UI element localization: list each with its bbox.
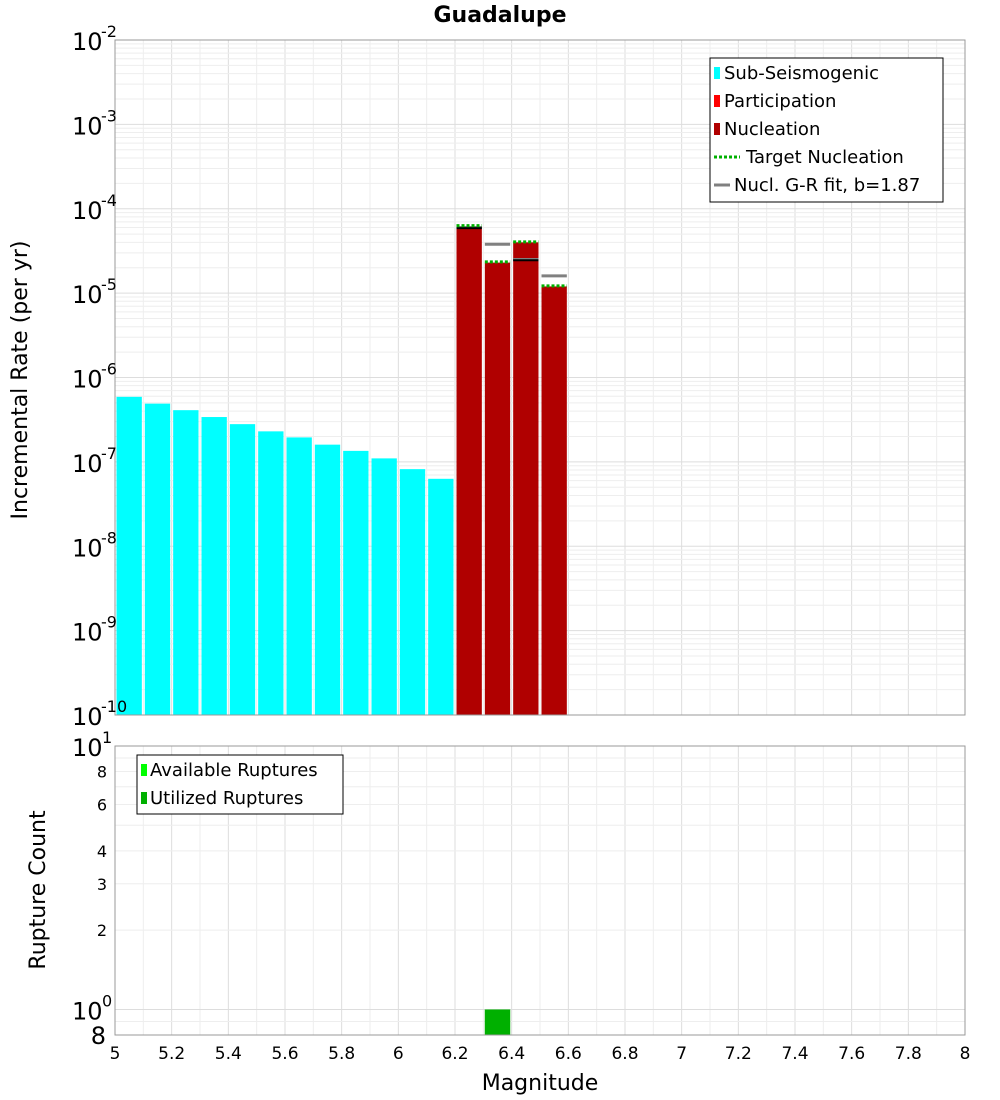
legend-swatch	[714, 67, 720, 79]
sub-seismogenic-bar	[428, 478, 454, 715]
x-tick-labels: 5 5.2 5.4 5.6 5.8 6 6.2 6.4 6.6 6.8 7 7.2 7.4 7.6 7.8 8	[110, 1044, 971, 1064]
y-tick-label: 10	[72, 366, 103, 394]
x-tick-label: 5.4	[215, 1044, 242, 1064]
chart-title: Guadalupe	[433, 3, 566, 28]
x-axis-label: Magnitude	[482, 1071, 599, 1096]
bottom-plot-frame	[114, 745, 966, 1036]
sub-seismogenic-bar	[343, 450, 369, 715]
y-tick-label: 8	[91, 1022, 106, 1050]
y-tick-label: 10	[72, 997, 103, 1025]
legend-swatch	[141, 792, 147, 804]
y-tick-label: 10	[72, 28, 103, 56]
x-tick-label: 7.4	[781, 1044, 808, 1064]
y-tick-label: 10	[72, 281, 103, 309]
x-tick-label: 5	[110, 1044, 121, 1064]
y-tick-label: 10	[72, 703, 103, 731]
nucleation-bar	[541, 286, 567, 715]
y-tick-label: 10	[72, 112, 103, 140]
top-plot-frame	[114, 39, 966, 716]
legend-label: Available Ruptures	[150, 760, 318, 781]
y-tick-label: 6	[97, 795, 107, 814]
y-tick-label: 4	[97, 842, 107, 861]
x-tick-label: 5.6	[271, 1044, 298, 1064]
top-y-axis-label: Incremental Rate (per yr)	[8, 241, 33, 520]
x-tick-label: 6.4	[498, 1044, 525, 1064]
sub-seismogenic-bar	[116, 396, 142, 715]
x-tick-label: 7	[676, 1044, 687, 1064]
top-bars	[116, 224, 567, 716]
nucleation-bar	[484, 262, 511, 715]
bottom-legend: Available Ruptures Utilized Ruptures	[136, 754, 344, 815]
sub-seismogenic-bar	[258, 431, 284, 715]
y-tick-exponent: -8	[101, 528, 117, 547]
x-tick-label: 6	[393, 1044, 404, 1064]
sub-seismogenic-bar	[173, 410, 199, 715]
y-tick-exponent: -2	[101, 22, 117, 41]
y-tick-exponent: -5	[101, 275, 117, 294]
x-tick-label: 8	[960, 1044, 971, 1064]
legend-label: Sub-Seismogenic	[724, 63, 879, 84]
y-tick-label: 10	[72, 450, 103, 478]
legend-swatch	[141, 764, 147, 776]
y-tick-label: 10	[72, 534, 103, 562]
legend-label: Target Nucleation	[745, 147, 904, 168]
y-tick-exponent: 0	[102, 991, 112, 1010]
y-tick-label: 10	[72, 619, 103, 647]
y-tick-label: 10	[72, 734, 103, 762]
bottom-bars	[484, 1009, 511, 1035]
y-tick-label: 3	[97, 875, 107, 894]
y-tick-label: 8	[97, 763, 107, 782]
sub-seismogenic-bar	[399, 469, 426, 715]
x-tick-label: 6.6	[555, 1044, 582, 1064]
y-tick-exponent: -4	[101, 191, 117, 210]
x-tick-label: 7.2	[725, 1044, 752, 1064]
legend-label: Participation	[724, 91, 836, 112]
sub-seismogenic-bar	[314, 444, 341, 715]
y-tick-label: 2	[97, 921, 107, 940]
y-tick-exponent: -3	[101, 106, 117, 125]
utilized-ruptures-bar	[484, 1009, 511, 1035]
legend-swatch	[714, 95, 720, 107]
legend-box	[709, 57, 944, 203]
y-tick-label: 10	[72, 197, 103, 225]
nucleation-bar	[456, 226, 482, 715]
x-tick-label: 6.8	[611, 1044, 638, 1064]
sub-seismogenic-bar	[371, 458, 397, 715]
y-tick-exponent: -10	[101, 697, 127, 716]
y-tick-exponent: -6	[101, 360, 117, 379]
nucleation-bar	[513, 242, 539, 716]
legend-swatch	[714, 123, 720, 135]
y-tick-exponent: -9	[101, 613, 117, 632]
sub-seismogenic-bar	[144, 403, 171, 715]
legend-label: Utilized Ruptures	[150, 788, 303, 809]
top-legend: Sub-Seismogenic Participation Nucleation Ta…	[709, 57, 944, 203]
x-tick-label: 6.2	[441, 1044, 468, 1064]
x-tick-label: 5.2	[158, 1044, 185, 1064]
sub-seismogenic-bar	[229, 424, 256, 715]
x-tick-label: 7.8	[895, 1044, 922, 1064]
legend-label: Nucleation	[724, 119, 820, 140]
legend-label: Nucl. G-R fit, b=1.87	[734, 175, 920, 196]
x-tick-label: 5.8	[328, 1044, 355, 1064]
x-tick-label: 7.6	[838, 1044, 865, 1064]
bottom-y-axis-label: Rupture Count	[26, 810, 51, 970]
legend-box	[136, 754, 344, 815]
sub-seismogenic-bar	[286, 437, 312, 715]
y-tick-exponent: 1	[102, 728, 112, 747]
y-tick-exponent: -7	[101, 444, 117, 463]
sub-seismogenic-bar	[201, 417, 227, 715]
